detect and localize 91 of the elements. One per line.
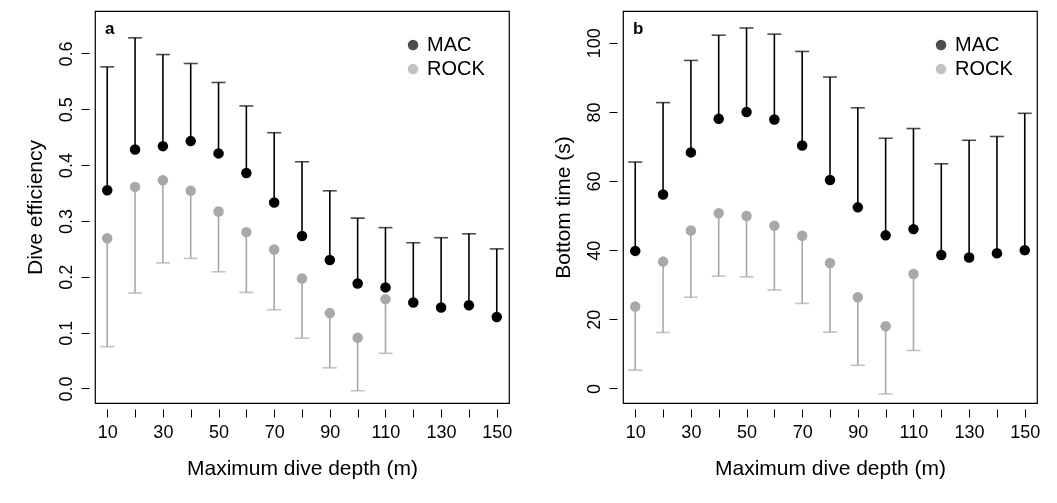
x-tick-label: 150 <box>482 421 513 442</box>
y-tick-label: 0.1 <box>55 320 76 346</box>
point <box>241 226 252 238</box>
x-axis-title: Maximum dive depth (m) <box>714 455 947 479</box>
y-tick-label: 0.6 <box>55 41 76 67</box>
x-tick-label: 70 <box>792 421 813 442</box>
point <box>213 148 224 159</box>
point <box>908 223 919 235</box>
point <box>157 174 169 186</box>
y-tick-label: 20 <box>583 309 604 330</box>
point <box>213 206 224 217</box>
y-tick-label: 0.2 <box>55 264 76 290</box>
point <box>630 301 641 312</box>
y-tick-label: 40 <box>583 240 604 261</box>
x-tick-label: 130 <box>954 421 985 442</box>
point <box>185 185 196 197</box>
x-tick-label: 110 <box>371 421 401 442</box>
point <box>630 245 641 257</box>
point <box>963 252 975 263</box>
x-tick-label: 150 <box>1010 421 1041 442</box>
point <box>769 220 780 231</box>
point <box>380 293 391 305</box>
point <box>102 233 113 244</box>
point <box>352 278 363 289</box>
point <box>852 291 864 303</box>
point <box>713 207 724 219</box>
point <box>157 140 169 152</box>
chart-title: b <box>633 19 644 38</box>
point <box>241 167 252 179</box>
point <box>685 225 697 236</box>
legend-label: ROCK <box>427 57 486 79</box>
legend-label: MAC <box>955 33 1000 55</box>
x-axis-title: Maximum dive depth (m) <box>186 455 419 479</box>
y-axis-title: Bottom time (s) <box>550 136 574 279</box>
y-tick-label: 0.4 <box>55 153 76 179</box>
point <box>657 256 669 267</box>
x-tick-label: 90 <box>848 421 869 442</box>
point <box>880 321 891 332</box>
y-tick-label: 0.3 <box>55 208 76 234</box>
point <box>129 181 141 193</box>
point <box>991 248 1003 259</box>
y-tick-label: 0.5 <box>55 97 76 123</box>
point <box>824 257 836 269</box>
y-tick-label: 0 <box>583 383 604 394</box>
point <box>685 147 697 158</box>
point <box>268 197 280 208</box>
point <box>852 202 864 213</box>
point <box>880 230 891 241</box>
x-tick-label: 50 <box>209 421 230 442</box>
y-axis-title: Dive efficiency <box>22 139 46 276</box>
point <box>352 332 363 343</box>
x-tick-label: 10 <box>625 421 646 442</box>
x-tick-label: 90 <box>320 421 341 442</box>
x-tick-label: 30 <box>681 421 702 442</box>
point <box>713 113 724 125</box>
point <box>185 135 196 147</box>
x-tick-label: 110 <box>899 421 929 442</box>
point <box>1019 244 1030 256</box>
point <box>324 254 336 266</box>
x-tick-label: 50 <box>737 421 758 442</box>
point <box>102 185 113 196</box>
point <box>936 249 947 261</box>
point <box>380 282 391 293</box>
point <box>408 297 419 308</box>
point <box>824 174 836 186</box>
x-tick-label: 10 <box>97 421 118 442</box>
point <box>741 106 752 118</box>
y-tick-label: 80 <box>583 102 604 123</box>
point <box>741 210 752 222</box>
legend-label: MAC <box>427 33 472 55</box>
point <box>796 230 808 241</box>
x-tick-label: 70 <box>264 421 285 442</box>
point <box>296 230 308 242</box>
point <box>657 189 669 200</box>
y-tick-label: 60 <box>583 171 604 192</box>
text: a <box>105 19 115 38</box>
point <box>268 244 280 255</box>
point <box>324 307 336 319</box>
point <box>491 311 502 323</box>
y-tick-label: 0.0 <box>55 376 76 402</box>
legend-label: ROCK <box>955 57 1014 79</box>
x-tick-label: 130 <box>426 421 457 442</box>
point <box>769 114 780 125</box>
point <box>908 268 919 280</box>
point <box>296 273 308 284</box>
point <box>129 144 141 155</box>
x-tick-label: 30 <box>153 421 174 442</box>
point <box>463 300 475 311</box>
y-tick-label: 100 <box>583 28 604 59</box>
point <box>435 302 447 313</box>
point <box>796 140 808 151</box>
